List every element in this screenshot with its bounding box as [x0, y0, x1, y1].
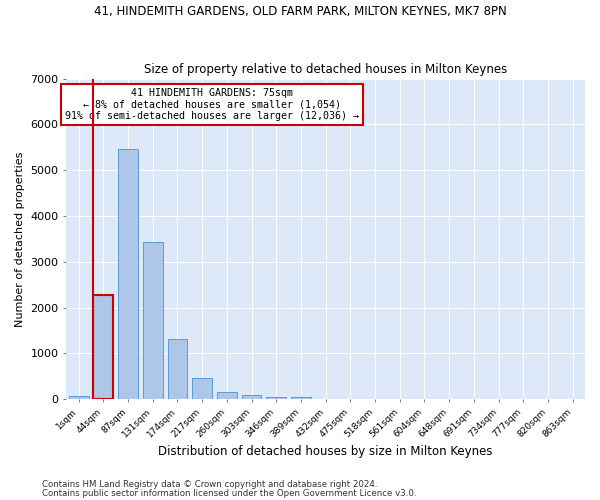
Bar [143, 242, 163, 399]
Text: 41, HINDEMITH GARDENS, OLD FARM PARK, MILTON KEYNES, MK7 8PN: 41, HINDEMITH GARDENS, OLD FARM PARK, MI… [94, 5, 506, 18]
Bar [291, 398, 311, 399]
Title: Size of property relative to detached houses in Milton Keynes: Size of property relative to detached ho… [144, 63, 507, 76]
Text: Contains public sector information licensed under the Open Government Licence v3: Contains public sector information licen… [42, 488, 416, 498]
Y-axis label: Number of detached properties: Number of detached properties [15, 151, 25, 326]
Text: 41 HINDEMITH GARDENS: 75sqm
← 8% of detached houses are smaller (1,054)
91% of s: 41 HINDEMITH GARDENS: 75sqm ← 8% of deta… [65, 88, 359, 122]
Bar [94, 295, 113, 399]
X-axis label: Distribution of detached houses by size in Milton Keynes: Distribution of detached houses by size … [158, 444, 493, 458]
Bar [217, 392, 237, 399]
Bar [167, 339, 187, 399]
Bar [192, 378, 212, 399]
Bar [242, 396, 262, 399]
Bar [118, 148, 138, 399]
Bar [69, 396, 89, 399]
Bar [266, 396, 286, 399]
Text: Contains HM Land Registry data © Crown copyright and database right 2024.: Contains HM Land Registry data © Crown c… [42, 480, 377, 489]
